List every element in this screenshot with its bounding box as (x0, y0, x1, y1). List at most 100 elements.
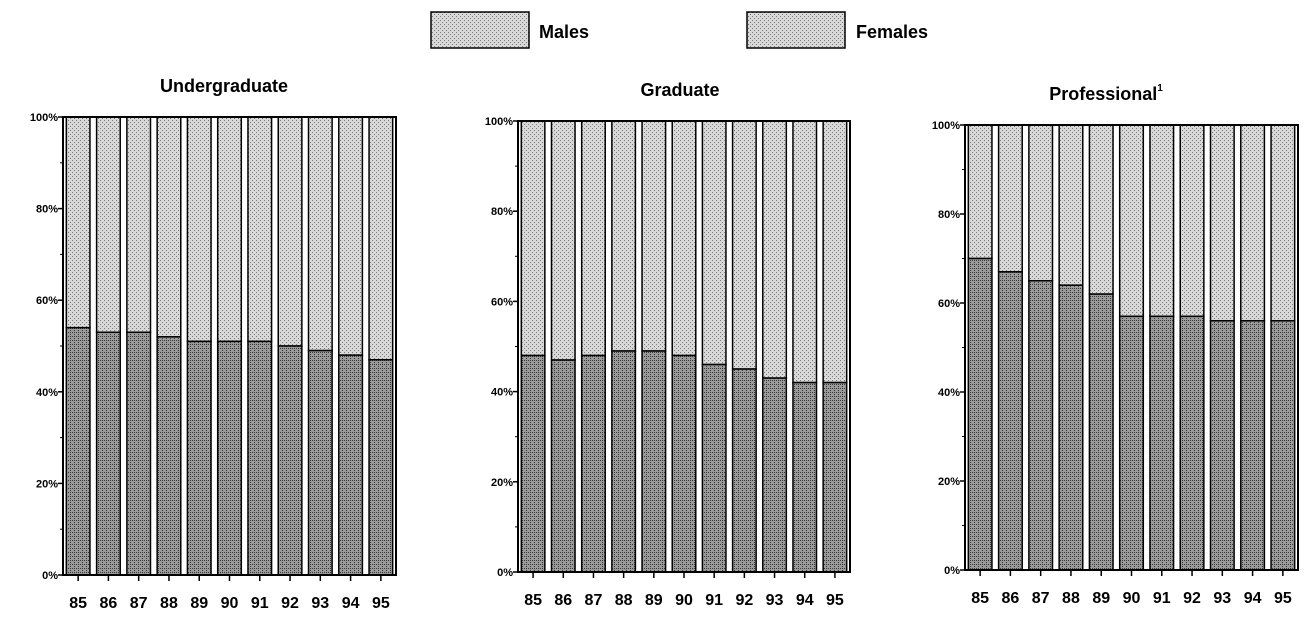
y-tick-label: 40% (938, 387, 960, 399)
x-tick-label: 95 (826, 592, 844, 609)
bar-segment-females (822, 120, 848, 384)
legend-label-males: Males (539, 22, 589, 42)
y-tick-label: 60% (36, 295, 58, 307)
x-tick-label: 92 (735, 592, 753, 609)
bar-segment-females (247, 116, 273, 343)
bar-segment-females (550, 120, 576, 361)
bar-segment-males (1149, 315, 1175, 571)
y-tick-label: 40% (36, 387, 58, 399)
x-tick-label: 89 (645, 592, 663, 609)
chart-title: Professional1 (1049, 83, 1163, 104)
bar-segment-males (611, 350, 637, 573)
y-tick-label: 0% (497, 567, 513, 579)
bar-segment-males (277, 345, 303, 576)
x-tick-label: 85 (524, 592, 542, 609)
bar-segment-females (186, 116, 212, 343)
legend-label-females: Females (856, 22, 928, 42)
bar-segment-females (1149, 124, 1175, 318)
bar-segment-males (671, 354, 697, 573)
x-tick-label: 86 (100, 595, 118, 612)
bar-segment-males (338, 354, 364, 576)
y-tick-label: 80% (36, 204, 58, 216)
bar-segment-males (792, 381, 818, 573)
x-tick-label: 87 (1032, 590, 1050, 607)
x-tick-label: 92 (1183, 590, 1201, 607)
x-tick-label: 89 (1092, 590, 1110, 607)
x-tick-label: 90 (1123, 590, 1141, 607)
x-tick-label: 92 (281, 595, 299, 612)
bar-segment-males (520, 354, 546, 573)
y-tick-label: 60% (938, 298, 960, 310)
bar-segment-females (1209, 124, 1235, 322)
bar-segment-males (1209, 320, 1235, 571)
x-tick-label: 88 (1062, 590, 1080, 607)
bar-segment-females (368, 116, 394, 361)
bar-segment-males (95, 331, 121, 576)
bar-segment-females (967, 124, 993, 260)
bar-segment-females (126, 116, 152, 334)
x-tick-label: 86 (554, 592, 572, 609)
bar-segment-females (65, 116, 91, 329)
bar-segment-males (641, 350, 667, 573)
x-tick-label: 90 (221, 595, 239, 612)
bar-segment-males (216, 340, 243, 576)
bar-segment-males (1240, 320, 1266, 571)
bar-segment-females (216, 116, 243, 343)
x-tick-label: 94 (796, 592, 814, 609)
chart-graduate: Graduate 85 86 87 88 89 90 91 92 93 94 95 0% 20% 40% 60… (485, 80, 851, 609)
bar-segment-females (671, 120, 697, 357)
bar-segment-females (156, 116, 182, 338)
bar-segment-females (520, 120, 546, 357)
bar-segment-females (997, 124, 1023, 273)
bar-segment-females (1270, 124, 1296, 322)
legend-swatch-females (746, 11, 846, 49)
y-tick-label: 20% (491, 477, 513, 489)
y-tick-label: 40% (491, 387, 513, 399)
chart-undergraduate: Undergraduate 85 86 87 88 89 90 91 92 93 94 95 0% 20%… (30, 76, 397, 612)
y-tick-label: 100% (485, 116, 513, 128)
x-tick-label: 88 (160, 595, 178, 612)
y-tick-label: 0% (944, 565, 960, 577)
bar-segment-males (1088, 293, 1114, 571)
bar-segment-females (1118, 124, 1145, 318)
y-tick-label: 100% (932, 120, 960, 132)
y-tick-label: 100% (30, 112, 58, 124)
bar-segment-males (368, 358, 394, 576)
bar-segment-females (731, 120, 757, 370)
bar-segment-females (641, 120, 667, 352)
bar-segment-males (1270, 320, 1296, 571)
bar-segment-females (611, 120, 637, 352)
bar-segment-males (247, 340, 273, 576)
bar-segment-females (307, 116, 333, 352)
bar-segment-females (277, 116, 303, 347)
chart-title: Graduate (640, 80, 719, 100)
bar-segment-males (1179, 315, 1205, 571)
y-tick-label: 60% (491, 296, 513, 308)
y-tick-label: 20% (36, 478, 58, 490)
bar-segment-males (307, 349, 333, 576)
legend-swatch-males (430, 11, 530, 49)
bar-segment-females (1240, 124, 1266, 322)
bar-segment-males (550, 359, 576, 573)
bar-segment-males (1058, 284, 1084, 571)
x-tick-label: 93 (766, 592, 784, 609)
legend: Males Females (430, 11, 928, 49)
x-tick-label: 85 (69, 595, 87, 612)
bar-segment-males (701, 363, 727, 573)
y-tick-label: 80% (491, 206, 513, 218)
x-tick-label: 86 (1002, 590, 1020, 607)
bar-segment-females (792, 120, 818, 384)
bar-segment-males (156, 336, 182, 576)
y-tick-label: 20% (938, 476, 960, 488)
x-tick-label: 91 (1153, 590, 1171, 607)
bar-segment-males (65, 326, 91, 576)
bar-segment-males (997, 271, 1023, 571)
bar-segment-males (126, 331, 152, 576)
title-footnote-marker: 1 (1157, 83, 1163, 94)
x-tick-label: 87 (130, 595, 148, 612)
x-tick-label: 85 (971, 590, 989, 607)
x-tick-label: 95 (1274, 590, 1292, 607)
y-tick-label: 0% (42, 570, 58, 582)
bar-segment-males (1028, 280, 1054, 571)
x-tick-label: 91 (705, 592, 723, 609)
